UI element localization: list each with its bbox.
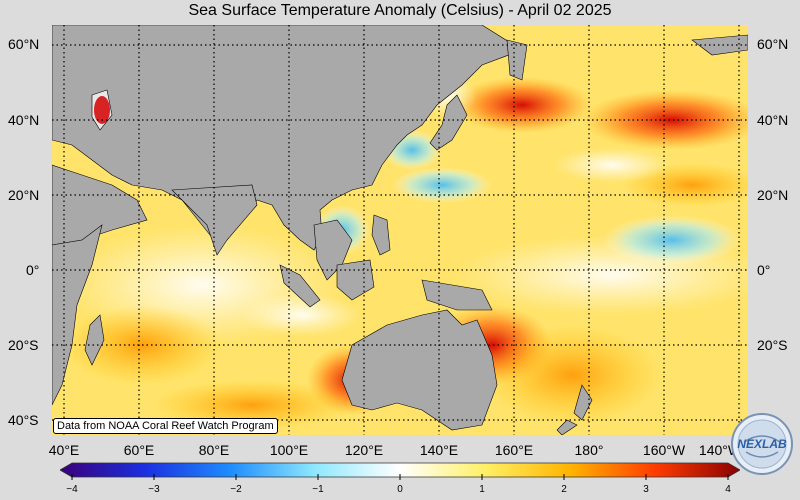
lat-label-right-0: 0° <box>757 262 771 278</box>
lon-label-120e: 120°E <box>344 442 384 458</box>
caspian-anomaly <box>94 96 110 124</box>
lon-label-160w: 160°W <box>642 442 686 458</box>
lat-label-left-60n: 60°N <box>8 36 40 52</box>
graticule <box>52 25 748 435</box>
lon-label-140e: 140°E <box>419 442 459 458</box>
lat-label-left-40s: 40°S <box>8 412 39 428</box>
map-title: Sea Surface Temperature Anomaly (Celsius… <box>188 2 612 19</box>
lon-label-160e: 160°E <box>494 442 534 458</box>
colorbar <box>60 462 740 480</box>
lat-label-right-40n: 40°N <box>757 112 789 128</box>
colorbar-tick-label: −4 <box>66 484 78 495</box>
nexlab-logo: NEXLAB <box>731 413 793 475</box>
colorbar-tick-label: 0 <box>397 484 403 495</box>
colorbar-tick-label: −3 <box>148 484 160 495</box>
colorbar-tick-label: 4 <box>725 484 731 495</box>
colorbar-tick-label: 2 <box>561 484 567 495</box>
lat-label-right-60n: 60°N <box>757 36 789 52</box>
lon-label-60e: 60°E <box>123 442 155 458</box>
lon-label-100e: 100°E <box>269 442 309 458</box>
lon-label-80e: 80°E <box>198 442 230 458</box>
lat-label-right-20n: 20°N <box>757 187 789 203</box>
lat-label-left-40n: 40°N <box>8 112 40 128</box>
lon-label-40e: 40°E <box>48 442 80 458</box>
sst-anomaly-map[interactable] <box>52 25 748 435</box>
lon-label-180: 180° <box>574 442 604 458</box>
colorbar-tick-label: −2 <box>230 484 242 495</box>
colorbar-tick-label: −1 <box>312 484 324 495</box>
data-source-note: Data from NOAA Coral Reef Watch Program <box>53 418 278 434</box>
lat-label-left-20n: 20°N <box>8 187 40 203</box>
colorbar-tick-label: 3 <box>643 484 649 495</box>
lon-label-140w: 140°W <box>698 442 742 458</box>
lat-label-right-20s: 20°S <box>757 337 788 353</box>
lat-label-left-20s: 20°S <box>8 337 39 353</box>
land <box>52 25 748 435</box>
colorbar-tick-label: 1 <box>479 484 485 495</box>
lat-label-left-0: 0° <box>26 262 40 278</box>
logo-text: NEXLAB <box>737 437 787 451</box>
map-canvas <box>52 25 748 435</box>
